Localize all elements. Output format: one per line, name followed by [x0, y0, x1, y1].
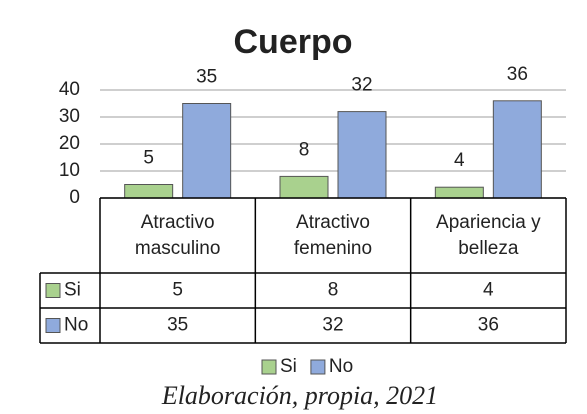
y-tick-label: 0: [69, 187, 80, 208]
category-cell: Atractivo masculino: [134, 211, 221, 259]
chart-title: Cuerpo: [234, 23, 353, 61]
data-label: 36: [507, 64, 528, 85]
row-label: Si: [64, 280, 81, 301]
bar: [279, 175, 329, 199]
table-value: 5: [172, 280, 183, 301]
bar: [337, 111, 387, 199]
x-tick-label: Atractivo femenino: [293, 211, 373, 259]
legend-label: Si: [280, 356, 297, 377]
category-cell: Apariencia y belleza: [436, 211, 541, 259]
bar: [492, 100, 542, 199]
table-value: 4: [483, 280, 494, 301]
data-label: 32: [351, 75, 372, 96]
table-value: 32: [322, 315, 343, 336]
table-value: 36: [478, 315, 499, 336]
legend-label: No: [329, 356, 353, 377]
table-value: 8: [328, 280, 339, 301]
category-cell: Atractivo femenino: [293, 211, 373, 259]
y-tick-label: 10: [59, 160, 80, 181]
y-tick-label: 40: [59, 79, 80, 100]
bar: [182, 103, 232, 199]
row-label: No: [64, 315, 88, 336]
legend-key: [45, 318, 61, 333]
legend-key: [261, 359, 277, 375]
legend-key: [310, 359, 326, 375]
data-label: 5: [143, 148, 154, 169]
y-tick-label: 20: [59, 133, 80, 154]
table-value: 35: [167, 315, 188, 336]
x-tick-label: Atractivo masculino: [134, 211, 221, 259]
legend-key: [45, 283, 61, 298]
x-tick-label: Apariencia y belleza: [436, 211, 541, 259]
data-label: 35: [196, 67, 217, 88]
data-label: 8: [299, 139, 310, 160]
bar: [124, 184, 174, 199]
bar: [434, 186, 484, 199]
y-tick-label: 30: [59, 106, 80, 127]
data-label: 4: [454, 150, 465, 171]
caption: Elaboración, propia, 2021: [161, 381, 438, 410]
